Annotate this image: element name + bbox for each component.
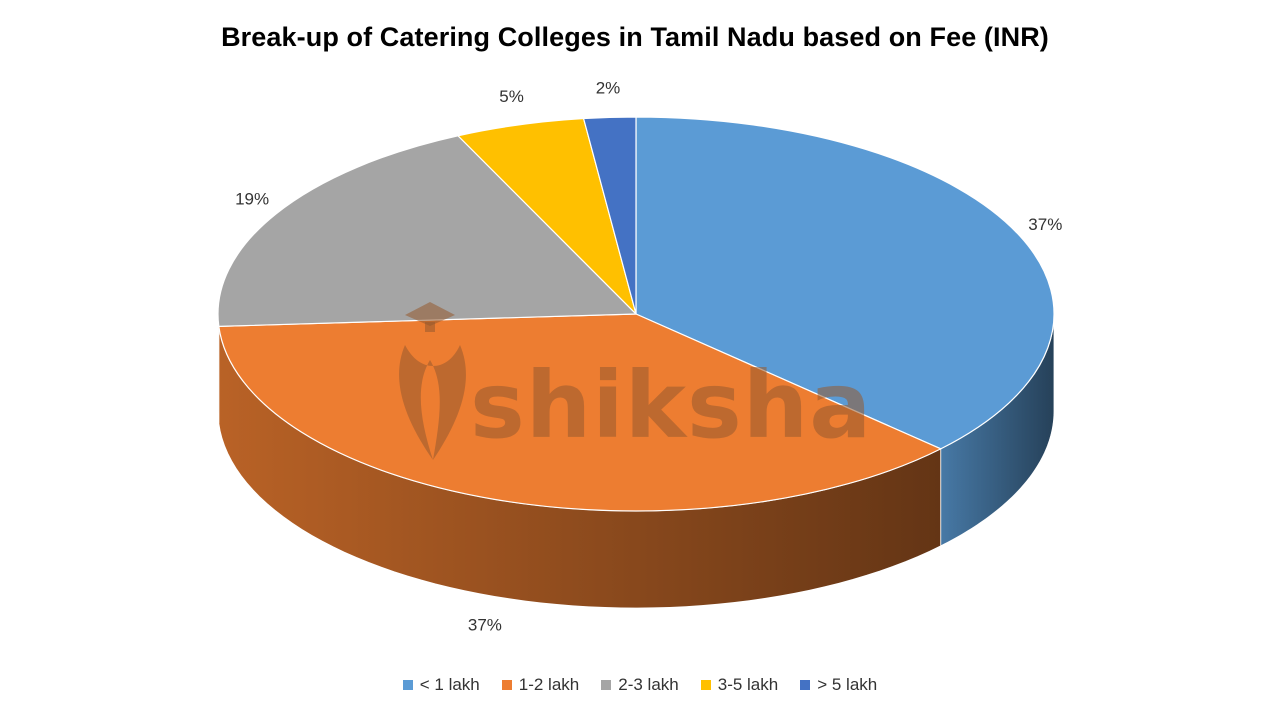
legend-swatch <box>402 680 413 690</box>
slice-label-3: 5% <box>499 87 524 106</box>
legend-swatch <box>800 680 811 690</box>
slice-label-0: 37% <box>1028 215 1062 234</box>
slice-label-4: 2% <box>596 78 621 97</box>
legend-item: < 1 lakh <box>402 675 480 695</box>
legend-label: 2-3 lakh <box>618 675 679 694</box>
slice-4 <box>583 116 637 315</box>
legend-label: < 1 lakh <box>419 675 480 694</box>
slice-0 <box>635 116 1055 450</box>
legend-item: > 5 lakh <box>800 675 877 695</box>
slice-label-1: 37% <box>468 616 502 635</box>
pie-tops <box>217 116 1055 512</box>
legend-item: 3-5 lakh <box>700 675 779 695</box>
legend-label: 3-5 lakh <box>717 675 779 694</box>
legend-item: 1-2 lakh <box>501 675 580 695</box>
pie-labels: 37% 37% 19% 5% 2% <box>235 78 1062 634</box>
legend-swatch <box>700 680 711 690</box>
slice-label-2: 19% <box>235 189 269 208</box>
legend-swatch <box>501 680 512 690</box>
legend-label: > 5 lakh <box>817 675 878 694</box>
legend-item: 2-3 lakh <box>601 675 679 695</box>
slice-2 <box>217 135 637 327</box>
chart-legend: < 1 lakh 1-2 lakh 2-3 lakh 3-5 lakh > 5 lakh <box>0 675 1280 695</box>
chart-title: Break-up of Catering Colleges in Tamil N… <box>221 22 1049 52</box>
slice-side-2 <box>217 314 220 424</box>
legend-swatch <box>601 680 612 690</box>
legend-label: 1-2 lakh <box>518 675 580 694</box>
